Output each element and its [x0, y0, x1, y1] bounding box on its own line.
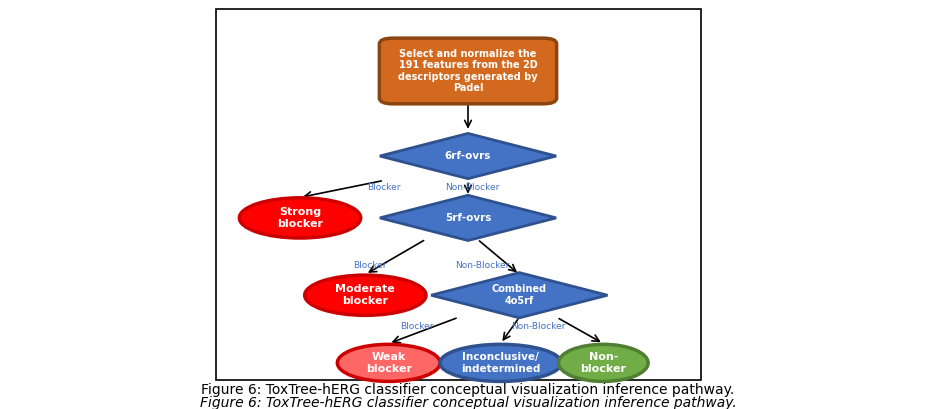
Text: Non-Blocker: Non-Blocker — [511, 322, 565, 331]
Text: Weak
blocker: Weak blocker — [366, 352, 412, 374]
Text: Inconclusive/
indetermined: Inconclusive/ indetermined — [461, 352, 540, 374]
Ellipse shape — [240, 198, 360, 238]
Ellipse shape — [305, 275, 426, 315]
Text: Figure 6: ToxTree-hERG classifier conceptual visualization inference pathway.: Figure 6: ToxTree-hERG classifier concep… — [199, 396, 737, 409]
Polygon shape — [380, 195, 556, 240]
Text: Strong
blocker: Strong blocker — [277, 207, 323, 229]
Text: Figure 6: ToxTree-hERG classifier conceptual visualization inference pathway.: Figure 6: ToxTree-hERG classifier concep… — [201, 383, 735, 397]
FancyBboxPatch shape — [216, 9, 701, 380]
Text: Combined
4o5rf: Combined 4o5rf — [491, 284, 547, 306]
Text: 6rf-ovrs: 6rf-ovrs — [445, 151, 491, 161]
Ellipse shape — [337, 344, 440, 382]
Text: Non-
blocker: Non- blocker — [580, 352, 626, 374]
Text: Select and normalize the
191 features from the 2D
descriptors generated by
Padel: Select and normalize the 191 features fr… — [398, 49, 538, 93]
Text: Blocker: Blocker — [400, 322, 433, 331]
Polygon shape — [380, 133, 556, 179]
FancyBboxPatch shape — [379, 38, 557, 104]
Text: 5rf-ovrs: 5rf-ovrs — [445, 213, 491, 223]
Ellipse shape — [440, 344, 562, 382]
Text: Non-Blocker: Non-Blocker — [455, 261, 509, 270]
Text: Moderate
blocker: Moderate blocker — [335, 284, 395, 306]
Polygon shape — [431, 273, 607, 318]
Text: Blocker: Blocker — [353, 261, 387, 270]
Ellipse shape — [559, 344, 648, 382]
Text: Blocker: Blocker — [367, 183, 401, 192]
Text: Non-Blocker: Non-Blocker — [446, 183, 500, 192]
